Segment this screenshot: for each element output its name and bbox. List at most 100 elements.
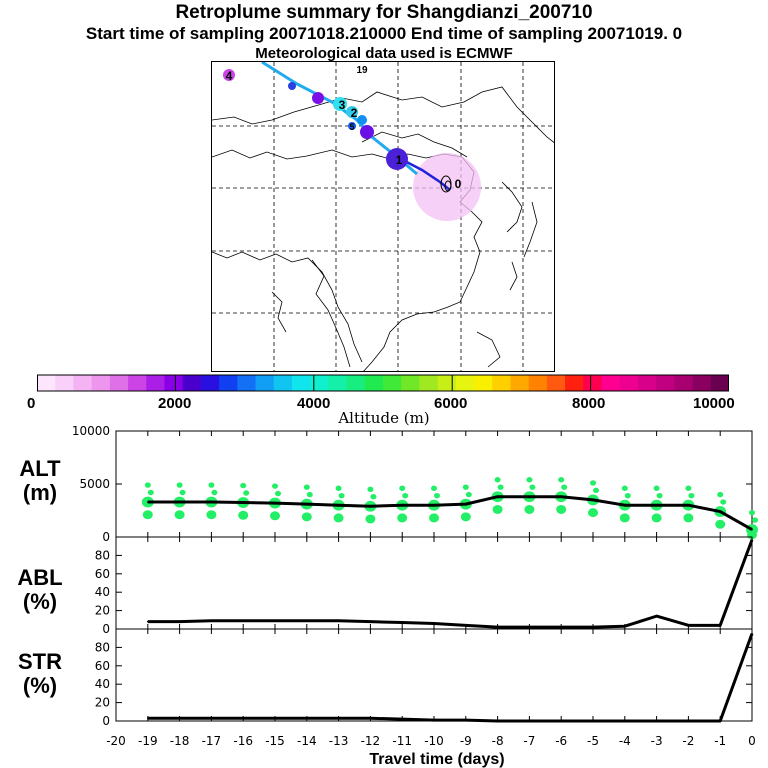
alt-cluster — [434, 492, 440, 499]
xtick-label: -10 — [424, 734, 444, 748]
str-data-point — [687, 720, 690, 722]
alt-cluster — [338, 492, 345, 499]
str-ytick-label: 80 — [95, 640, 110, 654]
abl-data-point — [687, 624, 690, 627]
colorbar-segment — [401, 375, 420, 391]
colorbar-segment — [109, 375, 129, 391]
str-data-point — [274, 717, 276, 720]
colorbar-segment — [455, 375, 475, 391]
xtick-label: -5 — [587, 734, 599, 748]
abl-data-point — [369, 620, 372, 623]
alt-cluster — [717, 491, 724, 498]
xtick-label: -8 — [492, 734, 504, 748]
alt-cluster — [240, 482, 247, 489]
str-panel-label: STR (%) — [0, 650, 80, 698]
alt-data-point — [528, 495, 531, 498]
str-data-point — [624, 720, 626, 722]
colorbar-tick: 2000 — [158, 395, 192, 412]
colorbar-segment — [492, 375, 511, 391]
alt-cluster — [494, 477, 501, 483]
str-data-point — [719, 720, 721, 722]
colorbar-segment — [146, 375, 165, 391]
alt-cluster — [174, 510, 185, 520]
str-data-point — [465, 719, 467, 721]
alt-cluster — [206, 510, 217, 520]
colorbar-segment — [528, 375, 548, 391]
trajectory-label-1: 1 — [396, 153, 403, 167]
str-data-point — [178, 717, 181, 720]
alt-data-point — [465, 503, 467, 505]
alt-cluster — [492, 504, 503, 514]
colorbar-segment — [364, 375, 384, 391]
alt-cluster — [370, 494, 377, 500]
abl-data-point — [147, 620, 149, 623]
colorbar-tick: 8000 — [572, 395, 606, 412]
alt-data-point — [496, 495, 499, 498]
abl-label-top: ABL — [17, 565, 63, 590]
abl-data-point — [401, 621, 404, 624]
trajectory-cluster — [386, 148, 408, 170]
colorbar-segment — [419, 375, 439, 391]
colorbar-tick: 6000 — [434, 395, 468, 412]
alt-cluster — [301, 512, 312, 522]
alt-cluster — [431, 485, 437, 491]
colorbar-segment — [273, 375, 293, 391]
str-data-point — [592, 720, 594, 722]
xtick-label: -20 — [106, 734, 126, 748]
trajectory-cluster — [288, 82, 296, 90]
alt-cluster — [561, 484, 568, 490]
colorbar-segment — [346, 375, 366, 391]
colorbar-segment — [219, 375, 238, 391]
str-data-point — [147, 717, 149, 720]
trajectory-cluster — [360, 125, 374, 139]
alt-ytick-label: 5000 — [79, 477, 110, 491]
str-data-point — [210, 717, 213, 720]
alt-cluster — [465, 491, 472, 498]
colorbar-segment — [474, 375, 493, 391]
alt-label-top: ALT — [19, 456, 61, 481]
alt-cluster — [621, 485, 628, 491]
str-data-point — [496, 720, 499, 722]
colorbar-segment — [565, 375, 584, 391]
trajectory-cluster — [312, 92, 324, 104]
alt-cluster — [685, 485, 692, 491]
alt-cluster — [367, 486, 374, 492]
xtick-label: 0 — [748, 734, 756, 748]
colorbar-segment — [255, 375, 275, 391]
alt-cluster — [524, 504, 535, 514]
str-data-point — [560, 720, 562, 722]
alt-label-bottom: (m) — [22, 480, 58, 505]
abl-ytick-label: 20 — [95, 604, 110, 618]
alt-data-point — [178, 501, 181, 503]
alt-data-point — [147, 501, 149, 503]
xtick-label: -15 — [265, 734, 285, 748]
xtick-label: -7 — [523, 734, 535, 748]
alt-data-point — [624, 504, 626, 507]
colorbar-segment — [674, 375, 694, 391]
str-ytick-label: 20 — [95, 696, 110, 710]
colorbar-segment — [55, 375, 74, 391]
alt-cluster — [460, 512, 471, 522]
abl-data-point — [719, 624, 721, 627]
alt-data-point — [306, 503, 308, 505]
colorbar-tick: 4000 — [297, 395, 331, 412]
xtick-label: -13 — [329, 734, 349, 748]
xtick-label: -17 — [202, 734, 222, 748]
abl-data-point — [274, 619, 276, 622]
abl-ytick-label: 60 — [95, 567, 110, 581]
abl-data-point — [178, 620, 181, 623]
str-data-point — [751, 632, 753, 635]
str-ytick-label: 40 — [95, 677, 110, 691]
alt-cluster — [624, 492, 631, 499]
colorbar-segment — [310, 375, 329, 391]
alt-cluster — [303, 484, 310, 490]
colorbar-frame — [37, 374, 729, 392]
colorbar-segment — [37, 375, 56, 391]
alt-cluster — [749, 509, 755, 516]
str-label-bottom: (%) — [22, 673, 58, 698]
alt-cluster — [651, 513, 662, 523]
colorbar-tick: 0 — [27, 395, 36, 412]
alt-data-point — [401, 504, 404, 507]
abl-series-line — [147, 539, 754, 629]
abl-ytick-label: 40 — [95, 585, 110, 599]
